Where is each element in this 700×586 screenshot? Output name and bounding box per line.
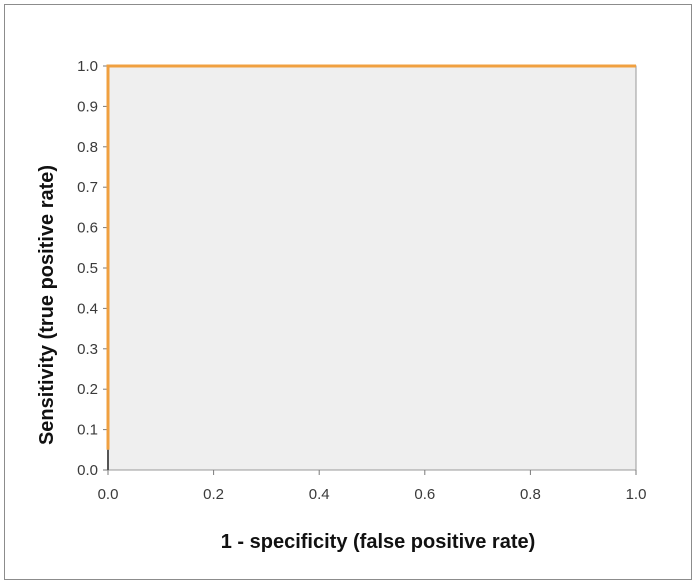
x-tick-label: 0.0 <box>98 486 119 503</box>
roc-curve-line <box>106 64 636 450</box>
x-axis-ticks: 0.0 0.2 0.4 0.6 0.8 1.0 <box>98 470 647 503</box>
y-tick-label: 0.2 <box>77 381 98 398</box>
y-tick-label: 1.0 <box>77 58 98 75</box>
x-tick-label: 1.0 <box>626 486 647 503</box>
y-tick-label: 0.3 <box>77 341 98 358</box>
x-axis-label: 1 - specificity (false positive rate) <box>221 531 536 553</box>
series-layer <box>106 64 636 470</box>
x-tick-label: 0.8 <box>520 486 541 503</box>
x-tick-label: 0.4 <box>309 486 330 503</box>
y-axis-label: Sensitivity (true positive rate) <box>36 165 58 445</box>
y-tick-label: 0.1 <box>77 422 98 439</box>
y-tick-label: 0.4 <box>77 300 98 317</box>
x-tick-label: 0.2 <box>203 486 224 503</box>
y-tick-label: 0.6 <box>77 220 98 237</box>
y-tick-label: 0.9 <box>77 98 98 115</box>
y-axis-ticks: 0.0 0.1 0.2 0.3 0.4 0.5 0.6 0.7 0.8 0.9 1.0 <box>77 58 108 479</box>
y-tick-label: 0.7 <box>77 179 98 196</box>
plot-area <box>107 65 637 471</box>
y-tick-label: 0.0 <box>77 462 98 479</box>
x-tick-label: 0.6 <box>414 486 435 503</box>
y-tick-label: 0.5 <box>77 260 98 277</box>
y-tick-label: 0.8 <box>77 139 98 156</box>
